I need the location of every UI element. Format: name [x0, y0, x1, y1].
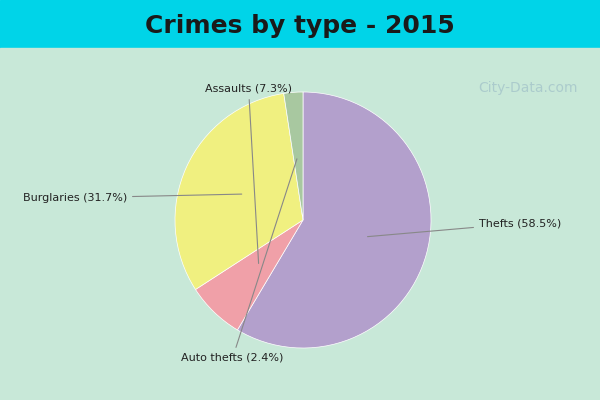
Wedge shape [284, 92, 303, 220]
Text: Assaults (7.3%): Assaults (7.3%) [205, 84, 292, 264]
Text: Auto thefts (2.4%): Auto thefts (2.4%) [181, 159, 297, 363]
Text: Burglaries (31.7%): Burglaries (31.7%) [23, 193, 242, 203]
Bar [0, 0, 600, 48]
Wedge shape [238, 92, 431, 348]
Wedge shape [175, 94, 303, 290]
Bar [0, 48, 600, 400]
Text: Thefts (58.5%): Thefts (58.5%) [368, 218, 561, 237]
Text: Crimes by type - 2015: Crimes by type - 2015 [145, 14, 455, 38]
Wedge shape [196, 220, 303, 330]
Text: City-Data.com: City-Data.com [478, 81, 578, 95]
